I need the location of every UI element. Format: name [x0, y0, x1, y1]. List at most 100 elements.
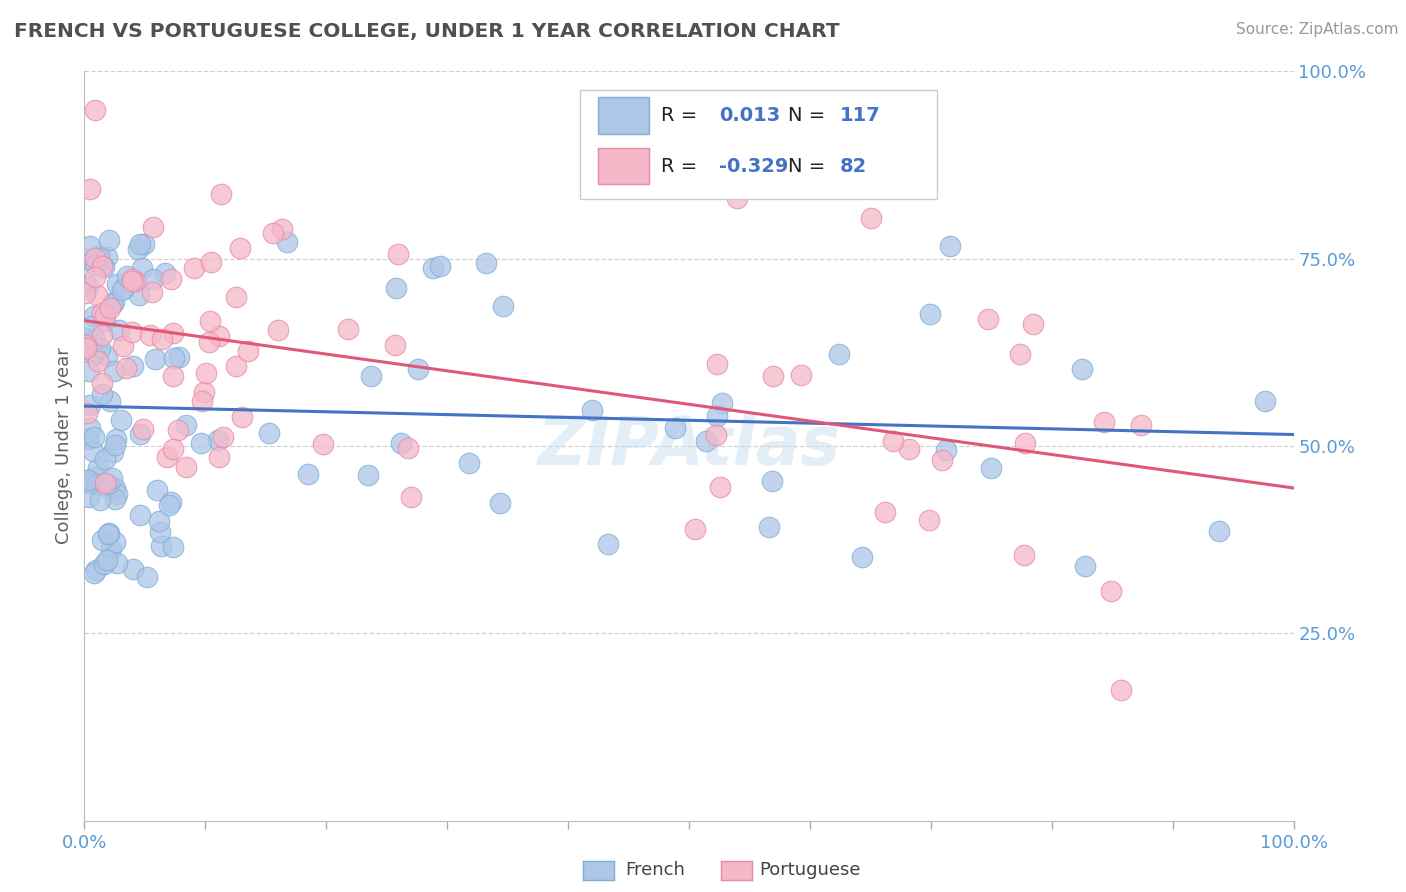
- Point: [422, 260, 444, 275]
- Point: [193, 384, 215, 399]
- Point: [98, 233, 121, 247]
- Point: [162, 326, 184, 340]
- Point: [356, 467, 378, 482]
- Point: [77, 475, 100, 490]
- Point: [101, 297, 124, 311]
- Point: [83, 309, 105, 323]
- Point: [121, 272, 143, 286]
- Point: [1092, 415, 1115, 429]
- Point: [148, 514, 170, 528]
- Point: [134, 237, 156, 252]
- Point: [150, 332, 173, 346]
- Text: ZIPAtlas: ZIPAtlas: [537, 413, 841, 479]
- Point: [142, 220, 165, 235]
- Point: [73, 286, 96, 301]
- Point: [83, 269, 105, 284]
- Point: [194, 366, 217, 380]
- Point: [93, 260, 115, 274]
- Point: [87, 248, 110, 262]
- Point: [79, 421, 101, 435]
- Point: [75, 252, 97, 266]
- Point: [122, 562, 145, 576]
- Point: [149, 524, 172, 539]
- Point: [143, 352, 166, 367]
- Point: [90, 387, 112, 401]
- Point: [83, 333, 105, 347]
- Point: [704, 428, 727, 442]
- Point: [257, 426, 280, 441]
- Point: [104, 535, 127, 549]
- Point: [100, 542, 122, 557]
- Point: [790, 368, 813, 383]
- Point: [1254, 393, 1277, 408]
- Point: [828, 347, 851, 361]
- Point: [155, 266, 177, 280]
- Point: [111, 283, 134, 297]
- Point: [918, 513, 941, 527]
- Point: [94, 308, 117, 322]
- Point: [104, 491, 127, 506]
- Point: [683, 522, 706, 536]
- Point: [117, 268, 139, 283]
- Point: [1008, 346, 1031, 360]
- Point: [93, 557, 115, 571]
- Text: -0.329: -0.329: [720, 157, 789, 176]
- Point: [96, 552, 118, 566]
- Point: [1074, 558, 1097, 573]
- Point: [91, 306, 114, 320]
- Point: [387, 247, 409, 261]
- Text: 117: 117: [841, 106, 880, 125]
- Point: [897, 442, 920, 456]
- Point: [931, 452, 953, 467]
- Point: [94, 476, 117, 491]
- Point: [939, 239, 962, 253]
- Point: [129, 508, 152, 522]
- Text: 0.013: 0.013: [720, 106, 780, 125]
- Point: [87, 461, 110, 475]
- Point: [1099, 584, 1122, 599]
- Point: [1208, 524, 1230, 539]
- Y-axis label: College, Under 1 year: College, Under 1 year: [55, 348, 73, 544]
- Point: [267, 322, 290, 336]
- Text: N =: N =: [789, 106, 831, 125]
- Point: [94, 314, 117, 328]
- Point: [209, 187, 232, 202]
- Point: [492, 299, 515, 313]
- Point: [105, 487, 128, 501]
- Point: [105, 432, 128, 446]
- Point: [920, 307, 942, 321]
- Point: [111, 339, 134, 353]
- Point: [385, 281, 408, 295]
- Point: [761, 475, 783, 489]
- Point: [271, 222, 294, 236]
- Point: [150, 539, 173, 553]
- Point: [596, 537, 619, 551]
- Point: [297, 467, 319, 481]
- Point: [96, 349, 118, 363]
- Point: [711, 395, 734, 409]
- Point: [89, 342, 111, 356]
- Point: [79, 490, 101, 504]
- Point: [190, 435, 212, 450]
- Point: [115, 360, 138, 375]
- Point: [1012, 548, 1035, 562]
- Text: R =: R =: [661, 157, 703, 176]
- Point: [76, 406, 98, 420]
- Point: [706, 409, 728, 423]
- Point: [84, 259, 107, 273]
- Point: [581, 402, 603, 417]
- Point: [110, 412, 132, 426]
- Point: [121, 325, 143, 339]
- Point: [139, 328, 162, 343]
- Text: N =: N =: [789, 157, 831, 176]
- Point: [128, 287, 150, 301]
- Point: [83, 430, 105, 444]
- Point: [231, 409, 253, 424]
- Point: [183, 261, 205, 276]
- Point: [160, 495, 183, 509]
- Point: [103, 295, 125, 310]
- Point: [312, 437, 335, 451]
- Point: [208, 450, 231, 465]
- Point: [935, 442, 957, 457]
- Text: FRENCH VS PORTUGUESE COLLEGE, UNDER 1 YEAR CORRELATION CHART: FRENCH VS PORTUGUESE COLLEGE, UNDER 1 YE…: [14, 22, 839, 41]
